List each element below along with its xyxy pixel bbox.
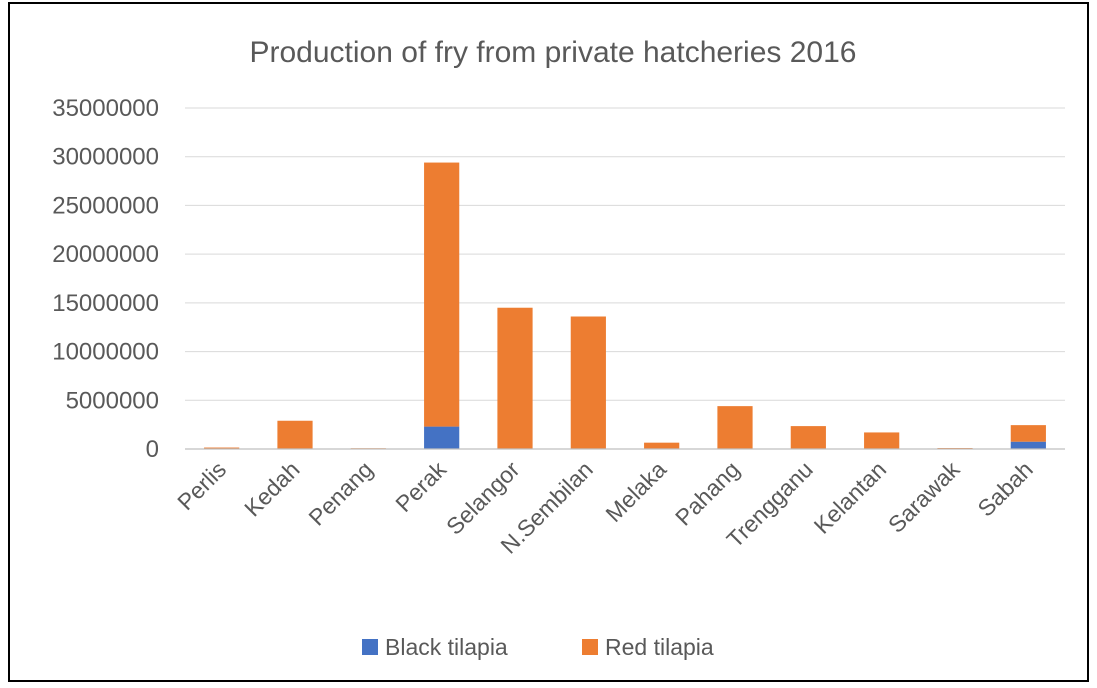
x-tick-label: Kelantan (809, 456, 892, 539)
gridlines (185, 107, 1065, 401)
x-tick-label: Sarawak (883, 456, 965, 538)
x-tick-label: Pahang (670, 456, 744, 530)
y-tick-label: 15000000 (52, 290, 159, 317)
bar-red-tilapia (717, 406, 753, 449)
y-tick-label: 5000000 (66, 387, 159, 414)
y-axis-ticks: 0 5000000 10000000 15000000 20000000 25000000… (52, 95, 159, 463)
legend-label: Red tilapia (605, 634, 714, 660)
x-tick-label: Sabah (972, 456, 1037, 521)
x-tick-label: Melaka (600, 456, 671, 527)
y-tick-label: 25000000 (52, 192, 159, 219)
bar-red-tilapia (790, 426, 826, 449)
legend: Black tilapia Red tilapia (362, 634, 714, 660)
x-tick-label: Penang (303, 456, 377, 530)
bars (204, 162, 1046, 449)
bar-black-tilapia (424, 426, 460, 449)
bar-red-tilapia (1010, 425, 1046, 442)
bar-black-tilapia (1010, 441, 1046, 449)
bar-red-tilapia (570, 316, 606, 449)
y-tick-label: 30000000 (52, 144, 159, 171)
bar-red-tilapia (204, 447, 240, 449)
chart-title: Production of fry from private hatcherie… (250, 36, 857, 69)
bar-red-tilapia (644, 442, 680, 449)
legend-swatch (582, 639, 598, 655)
x-tick-label: Perlis (172, 456, 231, 515)
bar-red-tilapia (497, 307, 533, 449)
y-tick-label: 20000000 (52, 241, 159, 268)
y-tick-label: 35000000 (52, 95, 159, 122)
bar-red-tilapia (864, 432, 900, 449)
bar-red-tilapia (424, 162, 460, 427)
legend-swatch (362, 639, 378, 655)
y-tick-label: 10000000 (52, 339, 159, 366)
x-tick-label: Perak (390, 456, 451, 517)
legend-label: Black tilapia (385, 634, 508, 660)
bar-red-tilapia (277, 420, 313, 449)
x-tick-label: Kedah (239, 456, 304, 521)
y-tick-label: 0 (146, 436, 159, 463)
chart-frame (8, 2, 1089, 682)
